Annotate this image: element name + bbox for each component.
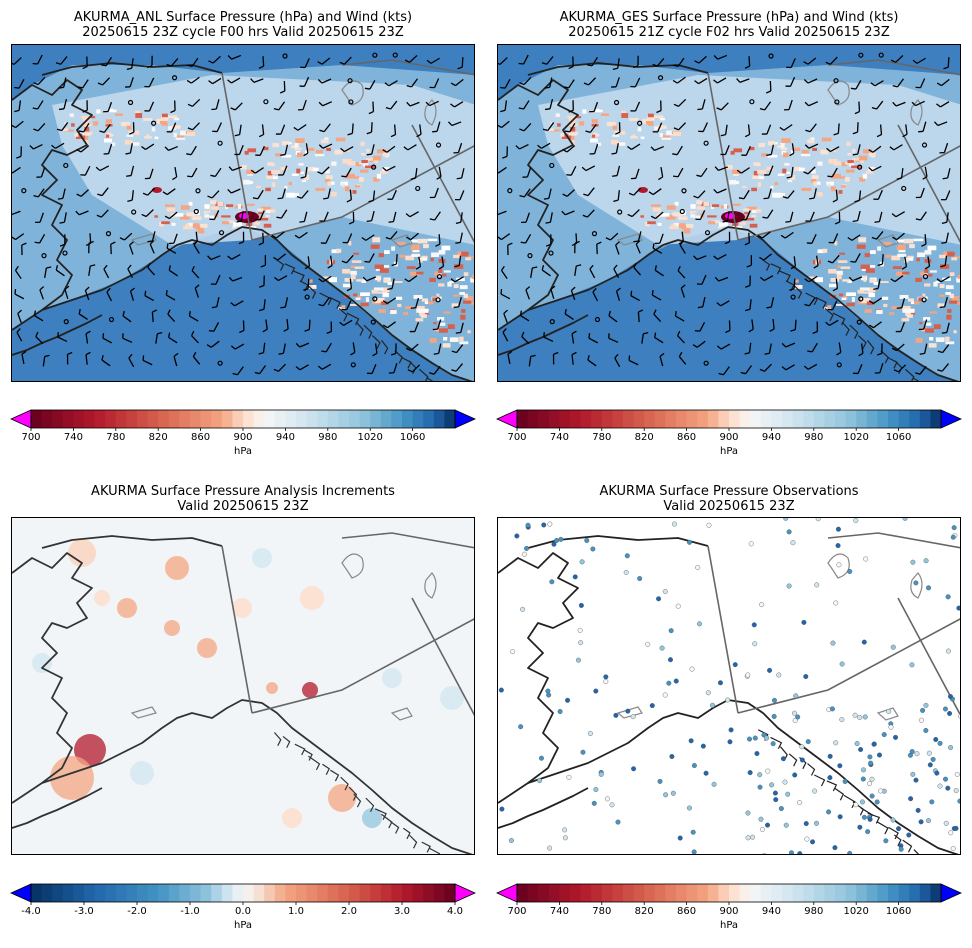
colorbar-tick-label: 740: [549, 906, 569, 917]
panel3-title: AKURMA Surface Pressure Analysis Increme…: [91, 484, 395, 514]
colorbar-tick-label: 1020: [843, 906, 869, 917]
colorbar-tick-label: 980: [804, 432, 824, 443]
increments-colorbar-bar: [10, 883, 476, 905]
colorbar-tick-label: 700: [21, 432, 41, 443]
colorbar-tick-label: 1.0: [288, 906, 304, 917]
colorbar-tick-label: 1020: [357, 432, 383, 443]
colorbar-tick-label: -2.0: [127, 906, 147, 917]
colorbar-under-arrow: [10, 883, 32, 903]
colorbar-tick-label: 700: [507, 432, 527, 443]
colorbar-over-arrow: [454, 883, 476, 903]
colorbar-tick-label: 1060: [885, 432, 912, 443]
colorbar-tick-label: 900: [233, 432, 253, 443]
ges-pressure-wind-map: [498, 45, 960, 381]
panel4-map: [497, 517, 961, 855]
colorbar-tick-label: 940: [761, 432, 781, 443]
colorbar-unit-label: hPa: [719, 446, 739, 457]
colorbar-under-arrow: [10, 409, 32, 429]
colorbar-tick-label: 780: [106, 432, 126, 443]
panel4-title: AKURMA Surface Pressure Observations Val…: [599, 484, 859, 514]
anl-pressure-wind-map: [12, 45, 474, 381]
colorbar-unit-label: hPa: [233, 920, 253, 931]
colorbar-tick-label: 2.0: [341, 906, 357, 917]
colorbar-tick-label: 780: [592, 432, 612, 443]
colorbar-tick-label: 820: [634, 432, 654, 443]
colorbar-tick-label: 1060: [399, 432, 426, 443]
colorbar-tick-label: 860: [677, 432, 697, 443]
colorbar-tick-label: 1060: [885, 906, 912, 917]
colorbar-tick-label: 940: [275, 432, 295, 443]
pressure-colorbar-bar: [10, 409, 476, 431]
colorbar-under-arrow: [496, 883, 518, 903]
colorbar-tick-label: -1.0: [180, 906, 200, 917]
colorbar-over-arrow: [454, 409, 476, 429]
colorbar-over-arrow: [940, 409, 962, 429]
colorbar-tick-label: 980: [804, 906, 824, 917]
colorbar-unit-label: hPa: [719, 920, 739, 931]
colorbar-tick-label: 820: [634, 906, 654, 917]
colorbar-tick-label: 740: [549, 432, 569, 443]
colorbar-tick-label: 860: [191, 432, 211, 443]
colorbar-tick-label: 780: [592, 906, 612, 917]
colorbar-over-arrow: [940, 883, 962, 903]
colorbar-tick-label: 900: [719, 432, 739, 443]
panel2-title: AKURMA_GES Surface Pressure (hPa) and Wi…: [559, 10, 899, 40]
pressure-colorbar-3: 700 740 780 820 860 900 940 980 1020 1060 hPa: [496, 883, 962, 934]
pressure-colorbar-bar: [496, 883, 962, 905]
colorbar-tick-label: 700: [507, 906, 527, 917]
increments-map: [12, 518, 474, 854]
observations-map: [498, 518, 960, 854]
colorbar-tick-label: 900: [719, 906, 739, 917]
colorbar-unit-label: hPa: [233, 446, 253, 457]
panel3-map: [11, 517, 475, 855]
colorbar-tick-label: 820: [148, 432, 168, 443]
colorbar-under-arrow: [496, 409, 518, 429]
colorbar-tick-label: 860: [677, 906, 697, 917]
increments-colorbar: -4.0 -3.0 -2.0 -1.0 0.0 1.0 2.0 3.0 4.0 hPa: [10, 883, 476, 934]
panel1-map: [11, 44, 475, 382]
colorbar-tick-label: -4.0: [21, 906, 41, 917]
pressure-colorbar-2: 700 740 780 820 860 900 940 980 1020 1060 hPa: [496, 409, 962, 460]
colorbar-tick-label: 0.0: [235, 906, 251, 917]
colorbar-tick-label: 740: [63, 432, 83, 443]
colorbar-tick-label: -3.0: [74, 906, 94, 917]
colorbar-tick-label: 1020: [843, 432, 869, 443]
colorbar-tick-label: 3.0: [394, 906, 410, 917]
panel2-map: [497, 44, 961, 382]
panel1-title: AKURMA_ANL Surface Pressure (hPa) and Wi…: [73, 10, 413, 40]
colorbar-tick-label: 940: [761, 906, 781, 917]
colorbar-tick-label: 980: [318, 432, 338, 443]
pressure-colorbar-1: 700 740 780 820 860 900 940 980 1020 1060 hPa: [10, 409, 476, 460]
pressure-colorbar-bar: [496, 409, 962, 431]
colorbar-tick-label: 4.0: [447, 906, 463, 917]
